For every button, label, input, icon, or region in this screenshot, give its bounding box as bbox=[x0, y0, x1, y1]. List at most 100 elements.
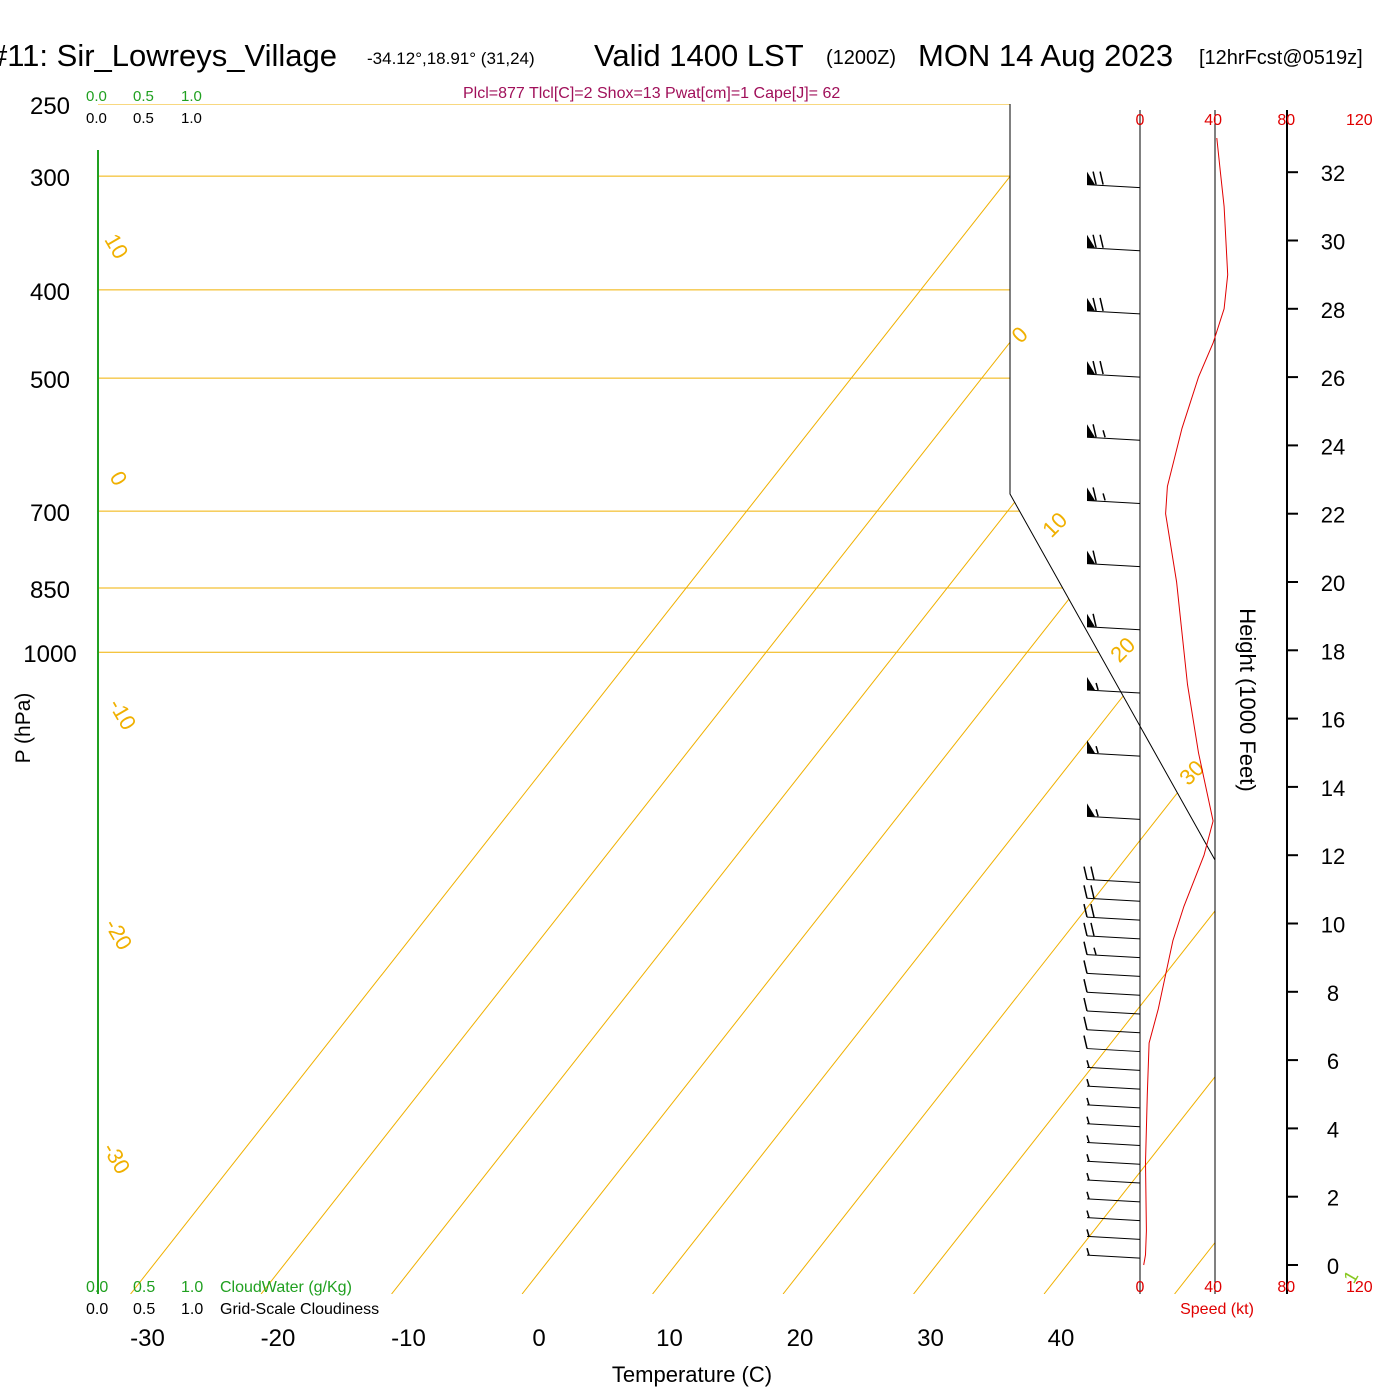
cloudiness-label: Grid-Scale Cloudiness bbox=[220, 1301, 379, 1318]
wind-barb-shaft bbox=[1086, 499, 1141, 504]
height-axis-title: Height (1000 Feet) bbox=[1235, 608, 1260, 791]
isotherm-line bbox=[652, 104, 1215, 1294]
wind-barb-flag bbox=[1092, 613, 1097, 627]
isotherm-value-label: -10 bbox=[104, 694, 142, 734]
wind-barb bbox=[1086, 550, 1141, 568]
height-tick-label: 18 bbox=[1321, 639, 1345, 664]
height-tick-label: 20 bbox=[1321, 571, 1345, 596]
pressure-tick-label: 400 bbox=[30, 279, 70, 306]
wind-barb bbox=[1086, 803, 1141, 820]
wind-barb-shaft bbox=[1086, 879, 1141, 884]
valid-time: Valid 1400 LST bbox=[594, 38, 804, 73]
wind-barb bbox=[1086, 234, 1141, 252]
wind-barb bbox=[1086, 1210, 1141, 1222]
pressure-tick-label: 300 bbox=[30, 165, 70, 192]
wind-barb bbox=[1083, 885, 1141, 902]
wind-barb-shaft bbox=[1086, 1160, 1141, 1165]
wind-barb-shaft bbox=[1086, 897, 1141, 902]
wind-barb-pennant bbox=[1087, 424, 1095, 438]
isotherm-line bbox=[782, 104, 1215, 1294]
isotherm-line bbox=[391, 104, 1215, 1294]
isotherm-line bbox=[130, 104, 1068, 1294]
wind-barb bbox=[1086, 1191, 1141, 1203]
wind-barb-flag bbox=[1090, 866, 1095, 880]
height-tick-label: 10 bbox=[1321, 913, 1345, 938]
wind-barb-flag bbox=[1090, 903, 1095, 918]
isotherm-value-label: -30 bbox=[98, 1138, 136, 1178]
wind-panel: 0246810121416182022242628303200404080801… bbox=[1083, 112, 1373, 1296]
height-tick-label: 28 bbox=[1321, 298, 1345, 323]
wind-barb-flag bbox=[1092, 234, 1097, 248]
wind-barb-shaft bbox=[1086, 1104, 1141, 1109]
wind-barb bbox=[1086, 1060, 1141, 1071]
station-coords: -34.12°,18.91° (31,24) bbox=[367, 49, 535, 68]
isotherm-line bbox=[1305, 104, 1400, 1294]
wind-barb-shaft bbox=[1086, 1085, 1141, 1090]
dry-adiabat-line bbox=[1067, 104, 1215, 672]
wind-barb-half-flag bbox=[1086, 1210, 1090, 1218]
temperature-tick-label: 40 bbox=[1048, 1325, 1075, 1352]
temperature-tick-label: 10 bbox=[656, 1325, 683, 1352]
wind-barb-half-flag bbox=[1086, 1097, 1090, 1106]
wind-barb bbox=[1086, 1135, 1141, 1146]
wind-barb-shaft bbox=[1086, 373, 1141, 378]
y-axis-title: P (hPa) bbox=[12, 693, 35, 764]
wind-barb-shaft bbox=[1086, 972, 1141, 977]
height-tick-label: 32 bbox=[1321, 161, 1345, 186]
wind-barb-half-flag bbox=[1086, 1172, 1090, 1181]
wind-barb-pennant bbox=[1087, 171, 1095, 185]
wind-barb bbox=[1086, 171, 1141, 189]
wind-barb-half-flag bbox=[1086, 1135, 1090, 1143]
isotherm-line bbox=[913, 104, 1215, 1294]
wind-barb bbox=[1083, 1016, 1141, 1034]
temperature-tick-label: 20 bbox=[787, 1325, 814, 1352]
wind-barb-shaft bbox=[1086, 1066, 1141, 1071]
wind-barb-pennant bbox=[1087, 297, 1095, 311]
x-axis-title: Temperature (C) bbox=[612, 1362, 772, 1387]
stability-indices: Plcl=877 Tlcl[C]=2 Shox=13 Pwat[cm]=1 Ca… bbox=[463, 85, 840, 102]
height-tick-label: 30 bbox=[1321, 230, 1345, 255]
wind-barb-flag bbox=[1099, 297, 1104, 312]
wind-barb bbox=[1086, 1154, 1141, 1165]
height-tick-label: 16 bbox=[1321, 708, 1345, 733]
wind-barb bbox=[1083, 979, 1141, 996]
valid-date: MON 14 Aug 2023 bbox=[918, 38, 1173, 73]
wind-barb bbox=[1083, 903, 1141, 921]
plot-frame bbox=[97, 104, 1288, 1294]
wind-barb-shaft bbox=[1086, 1123, 1141, 1128]
pressure-tick-label: 700 bbox=[30, 500, 70, 527]
isotherm-line bbox=[1043, 104, 1215, 1294]
wind-barb-pennant bbox=[1087, 740, 1095, 754]
speed-tick-label-top: 120 bbox=[1346, 112, 1373, 129]
wind-barb bbox=[1086, 487, 1141, 504]
height-tick-label: 4 bbox=[1327, 1117, 1339, 1142]
isotherm-value-label: 20 bbox=[1105, 632, 1140, 667]
height-tick-label: 14 bbox=[1321, 776, 1345, 801]
wind-barb-shaft bbox=[1086, 247, 1141, 252]
wind-barb bbox=[1083, 941, 1141, 959]
wind-barb-shaft bbox=[1086, 935, 1141, 940]
wind-barb-half-flag bbox=[1086, 1078, 1090, 1087]
cloudiness-bottom-0: 0.0 bbox=[86, 1301, 108, 1318]
wind-barb bbox=[1086, 360, 1141, 378]
cloudiness-bottom-1: 1.0 bbox=[181, 1301, 203, 1318]
cloudwater-label: CloudWater (g/Kg) bbox=[220, 1279, 352, 1296]
wind-barb bbox=[1086, 1097, 1141, 1109]
wind-barb-half-flag bbox=[1095, 745, 1099, 754]
wind-barb-flag bbox=[1083, 885, 1088, 899]
wind-barb bbox=[1086, 613, 1141, 631]
dry-adiabat-line bbox=[1337, 104, 1400, 672]
wind-barb-shaft bbox=[1086, 689, 1141, 694]
plot-boundary bbox=[1009, 104, 1216, 861]
wind-barb-shaft bbox=[1086, 954, 1141, 959]
speed-tick-label-top: 40 bbox=[1204, 112, 1222, 129]
mixing-ratio-line bbox=[1350, 290, 1400, 672]
wind-barb-half-flag bbox=[1086, 1229, 1090, 1237]
wind-barb-half-flag bbox=[1086, 1060, 1090, 1068]
speed-tick-label-bottom: 80 bbox=[1277, 1279, 1295, 1296]
cloudiness-top-0: 0.0 bbox=[86, 110, 107, 127]
wind-barb-pennant bbox=[1087, 803, 1095, 817]
isotherm-value-label: -20 bbox=[100, 914, 138, 954]
speed-tick-label-bottom: 40 bbox=[1204, 1279, 1222, 1296]
